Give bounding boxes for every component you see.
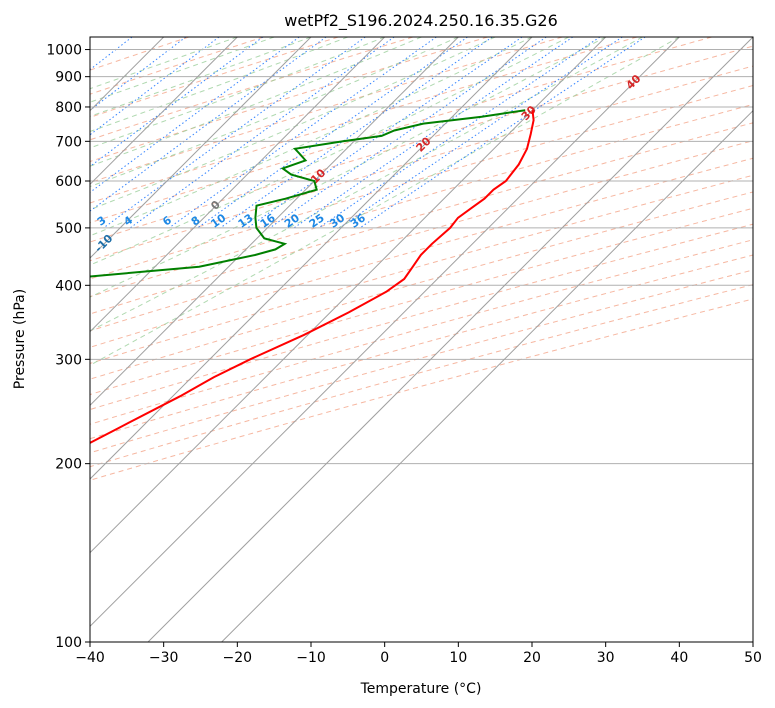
x-tick-label: 30 xyxy=(597,650,615,666)
isotherm-line xyxy=(147,37,753,642)
mixing-ratio-line xyxy=(90,37,264,168)
mixing-ratio-label: 1.5 xyxy=(29,210,52,232)
dry-adiabat xyxy=(90,37,189,71)
mixing-ratio-line xyxy=(90,37,187,111)
dry-adiabat xyxy=(90,298,753,481)
moist-adiabat xyxy=(90,37,312,117)
x-tick-label: −40 xyxy=(75,650,105,666)
dewpoint-profile-line xyxy=(90,109,526,278)
y-tick-label: 100 xyxy=(55,635,82,651)
plot-area: 0.10.20.40.611.52346810131620253036-100-… xyxy=(0,37,753,642)
dry-adiabat xyxy=(90,254,753,440)
dry-adiabat xyxy=(90,122,753,315)
mixing-ratio-line xyxy=(247,37,523,229)
isotherm-line xyxy=(90,37,680,628)
mixing-ratio-line xyxy=(90,37,327,212)
y-tick-label: 900 xyxy=(55,70,82,86)
mixing-ratio-line xyxy=(269,37,547,229)
mixing-ratio-line xyxy=(338,37,623,229)
dry-adiabat xyxy=(90,269,753,454)
isotherm-line xyxy=(90,37,386,333)
dry-adiabat xyxy=(90,37,414,141)
x-tick-label: 10 xyxy=(449,650,467,666)
isotherm-line xyxy=(90,37,607,554)
grid-lines xyxy=(90,37,753,642)
dry-adiabat xyxy=(90,37,563,184)
y-tick-label: 800 xyxy=(55,100,82,116)
y-tick-label: 700 xyxy=(55,134,82,150)
mixing-ratio-line xyxy=(0,37,82,228)
isotherm-line xyxy=(90,37,238,186)
x-tick-label: −20 xyxy=(223,650,253,666)
plot-frame xyxy=(89,36,754,643)
dry-adiabat xyxy=(90,65,753,262)
isotherm-line xyxy=(90,37,312,259)
x-tick-label: 0 xyxy=(380,650,389,666)
y-axis-ticks: 100 200 300 400 500 600 700 800 900 1000 xyxy=(46,43,90,651)
y-tick-label: 500 xyxy=(55,221,82,237)
x-tick-label: −30 xyxy=(149,650,179,666)
x-axis-label: Temperature (°C) xyxy=(360,681,482,697)
y-tick-label: 400 xyxy=(55,278,82,294)
moist-adiabat xyxy=(90,37,275,103)
mixing-ratio-line xyxy=(318,37,601,229)
line-labels: 0.10.20.40.611.52346810131620253036-100-… xyxy=(0,72,644,255)
y-tick-label: 200 xyxy=(55,457,82,473)
x-tick-label: 50 xyxy=(744,650,762,666)
temperature-profile-line xyxy=(90,110,535,445)
moist-adiabat xyxy=(90,37,238,90)
background-lines xyxy=(0,37,753,481)
moist-adiabat xyxy=(90,37,643,332)
dry-adiabat xyxy=(90,140,753,332)
moist-adiabat xyxy=(90,37,570,266)
dry-adiabat xyxy=(90,37,712,224)
dry-adiabat xyxy=(90,37,488,163)
moist-adiabat xyxy=(90,37,348,133)
mixing-ratio-line xyxy=(168,37,437,229)
moist-adiabat xyxy=(90,37,680,366)
dry-adiabat xyxy=(90,45,753,243)
y-tick-label: 600 xyxy=(55,174,82,190)
dry-adiabat xyxy=(90,37,339,118)
x-tick-label: 20 xyxy=(523,650,541,666)
mixing-ratio-label: 4 xyxy=(121,213,135,228)
isotherm-line xyxy=(90,37,533,480)
mixing-ratio-line xyxy=(90,37,220,136)
mixing-ratio-label: 1 xyxy=(0,214,14,229)
isotherm-line xyxy=(221,109,753,642)
x-tick-label: 40 xyxy=(670,650,688,666)
mixing-ratio-line xyxy=(103,37,366,229)
dry-adiabat xyxy=(90,37,264,95)
mixing-ratio-line xyxy=(359,37,646,229)
chart-title: wetPf2_S196.2024.250.16.35.G26 xyxy=(284,11,558,31)
x-axis-ticks: −40 −30 −20 −10 0 10 20 30 40 50 xyxy=(75,642,762,666)
y-axis-label: Pressure (hPa) xyxy=(12,289,28,389)
profile-lines xyxy=(90,109,535,445)
x-tick-label: −10 xyxy=(296,650,326,666)
isotherm-line xyxy=(90,37,459,407)
dry-adiabat xyxy=(90,37,638,204)
mixing-ratio-line xyxy=(197,37,468,229)
dry-adiabat xyxy=(90,223,753,411)
y-tick-label: 300 xyxy=(55,352,82,368)
y-tick-label: 1000 xyxy=(46,43,82,59)
